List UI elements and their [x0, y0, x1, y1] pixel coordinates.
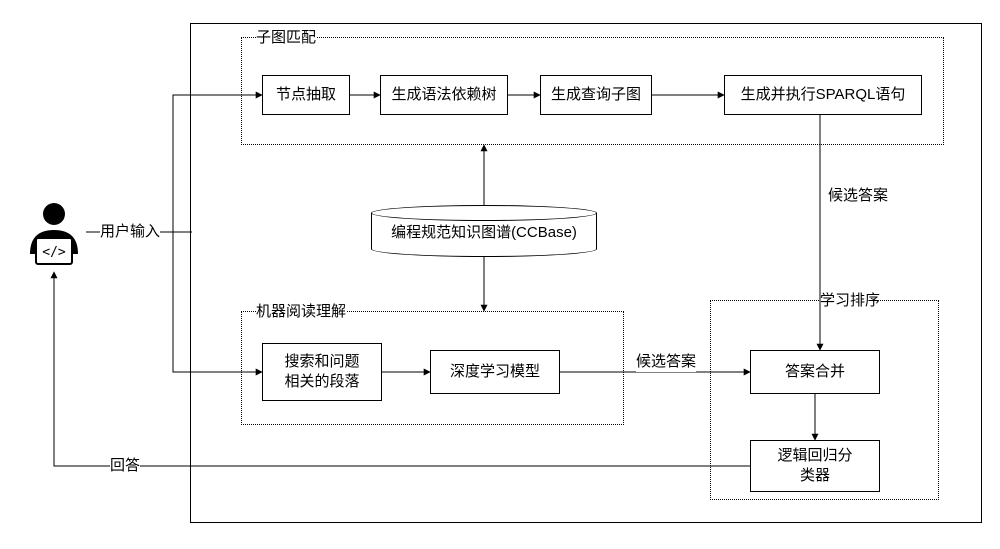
label-candidate-2: 候选答案 [636, 352, 696, 372]
group-mrc-label: 机器阅读理解 [256, 304, 346, 319]
node-logistic-regression: 逻辑回归分 类器 [750, 440, 880, 492]
kb-label: 编程规范知识图谱(CCBase) [391, 221, 577, 242]
node-dep-tree: 生成语法依赖树 [380, 75, 508, 115]
diagram-canvas: 子图匹配 机器阅读理解 学习排序 [0, 0, 1000, 549]
node-search-paragraphs: 搜索和问题 相关的段落 [262, 343, 382, 401]
node-knowledge-base: 编程规范知识图谱(CCBase) [371, 205, 597, 257]
svg-text:</>: </> [42, 245, 66, 260]
group-subgraph-matching-label: 子图匹配 [256, 30, 316, 45]
node-query-subgraph: 生成查询子图 [540, 75, 652, 115]
node-deep-learning-model: 深度学习模型 [430, 350, 560, 394]
label-answer: 回答 [110, 456, 140, 476]
group-learning-to-rank-label: 学习排序 [820, 293, 880, 308]
label-candidate-1: 候选答案 [828, 186, 888, 206]
node-answer-merge: 答案合并 [750, 350, 880, 394]
user-icon: </> [22, 200, 86, 272]
node-sparql: 生成并执行SPARQL语句 [724, 75, 922, 115]
label-user-input: 用户输入 [100, 222, 160, 242]
node-extract: 节点抽取 [262, 75, 350, 115]
